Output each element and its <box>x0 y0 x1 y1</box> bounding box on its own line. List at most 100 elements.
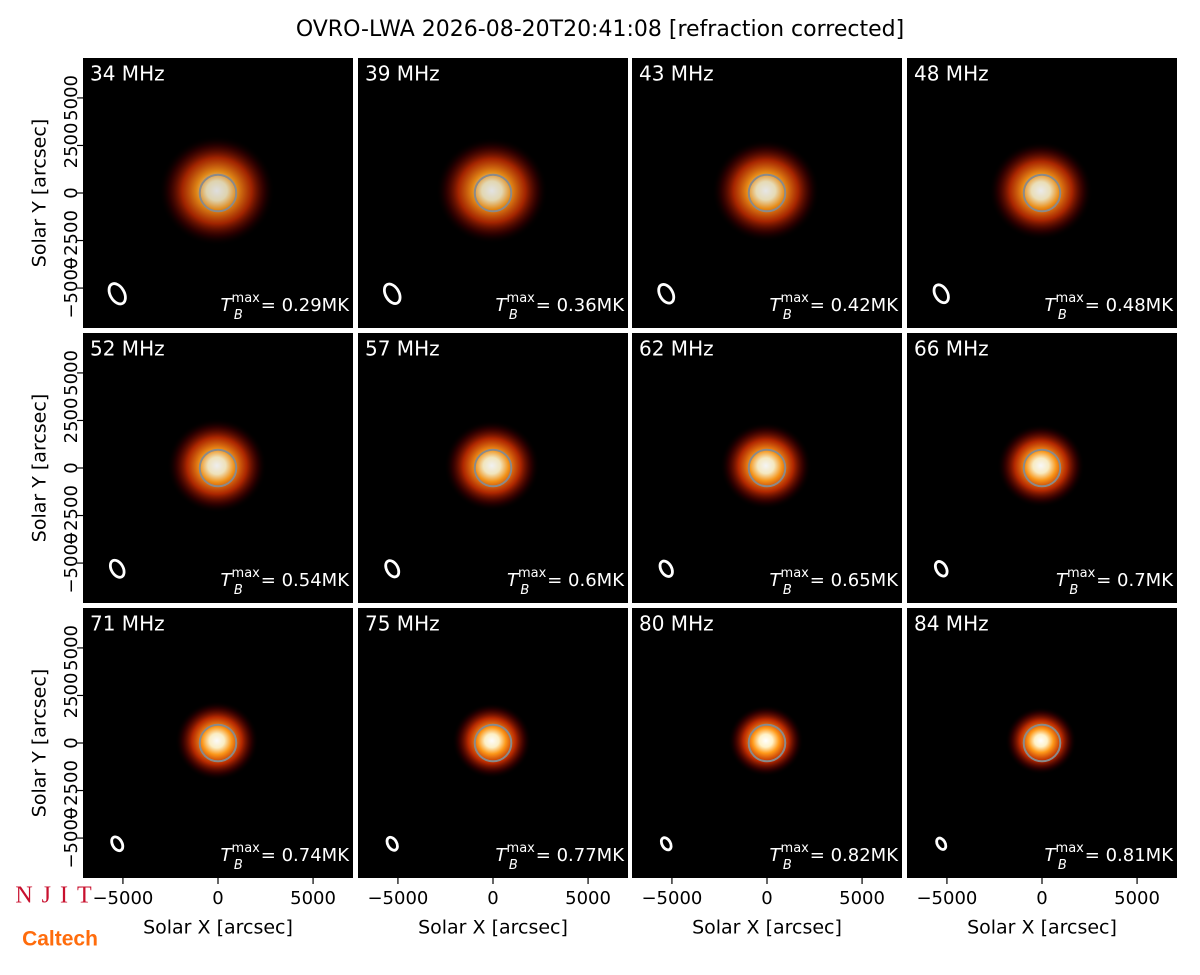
beam <box>659 836 673 852</box>
tmax-sup: max <box>1056 841 1085 856</box>
x-tick-label: −5000 <box>641 888 702 909</box>
x-tick-label: 5000 <box>1114 888 1160 909</box>
tmax-sup: max <box>781 566 810 581</box>
tmax-sup: max <box>1067 566 1096 581</box>
solar-disk <box>198 173 238 213</box>
tmax-symbol: T <box>496 295 509 316</box>
emission-blob <box>1005 706 1077 775</box>
tmax-symbol: T <box>1045 295 1058 316</box>
y-tick-label: 0 <box>61 737 82 748</box>
y-axis-label: Solar Y [arcsec] <box>29 669 51 817</box>
emission-blob <box>444 420 540 512</box>
x-tick-label: 0 <box>212 888 223 909</box>
panel: 71 MHz Tmax B = 0.74MK <box>83 608 353 878</box>
y-tick-label: 0 <box>61 187 82 198</box>
tmax-value: = 0.74MK <box>261 845 350 866</box>
panel: 39 MHz Tmax B = 0.36MK <box>358 58 628 328</box>
frequency-label: 75 MHz <box>365 612 440 636</box>
tmax-label: Tmax B = 0.74MK <box>221 841 351 873</box>
solar-disk <box>1022 448 1062 488</box>
tmax-label: Tmax B = 0.81MK <box>1045 841 1175 873</box>
y-tick-label: 0 <box>61 462 82 473</box>
njit-logo: NJIT <box>15 883 100 909</box>
panel: 43 MHz Tmax B = 0.42MK <box>632 58 902 328</box>
tmax-sup: max <box>232 566 261 581</box>
beam <box>657 283 676 305</box>
tmax-sub: B <box>783 308 792 323</box>
tmax-sup: max <box>232 291 261 306</box>
tmax-sub: B <box>509 308 518 323</box>
tmax-value: = 0.42MK <box>810 295 899 316</box>
x-tick-label: −5000 <box>916 888 977 909</box>
tmax-symbol: T <box>770 845 783 866</box>
frequency-label: 52 MHz <box>90 337 165 361</box>
x-tick-label: −5000 <box>92 888 153 909</box>
tmax-sub: B <box>1058 858 1067 873</box>
panel: 75 MHz Tmax B = 0.77MK <box>358 608 628 878</box>
beam <box>382 282 402 305</box>
x-tick-label: 5000 <box>290 888 336 909</box>
tmax-sub: B <box>234 583 243 598</box>
x-axis-label: Solar X [arcsec] <box>967 917 1117 939</box>
panel: 66 MHz Tmax B = 0.7MK <box>907 333 1177 603</box>
x-axis-label: Solar X [arcsec] <box>692 917 842 939</box>
tmax-label: Tmax B = 0.48MK <box>1045 291 1175 323</box>
x-tick-label: 0 <box>487 888 498 909</box>
tmax-label: Tmax B = 0.82MK <box>770 841 900 873</box>
tmax-value: = 0.81MK <box>1085 845 1174 866</box>
tmax-symbol: T <box>221 570 234 591</box>
beam <box>658 559 674 578</box>
solar-disk <box>473 448 513 488</box>
tmax-sub: B <box>783 858 792 873</box>
beam <box>933 560 949 578</box>
emission-blob <box>997 424 1085 508</box>
tmax-symbol: T <box>507 570 520 591</box>
solar-disk <box>1022 723 1062 763</box>
caltech-logo: Caltech <box>22 928 98 951</box>
y-tick-label: −2500 <box>61 485 82 546</box>
tmax-sup: max <box>507 291 536 306</box>
x-tick-label: 5000 <box>565 888 611 909</box>
tmax-label: Tmax B = 0.42MK <box>770 291 900 323</box>
emission-blob <box>988 141 1093 241</box>
y-tick-label: 2500 <box>61 398 82 444</box>
frequency-label: 71 MHz <box>90 612 165 636</box>
emission-blob <box>166 418 267 514</box>
frequency-label: 84 MHz <box>914 612 989 636</box>
tmax-sup: max <box>781 291 810 306</box>
emission-blob <box>720 422 812 510</box>
tmax-value: = 0.82MK <box>810 845 899 866</box>
y-tick-label: −5000 <box>61 258 82 319</box>
y-tick-label: 5000 <box>61 625 82 671</box>
tmax-value: = 0.48MK <box>1085 295 1174 316</box>
tmax-value: = 0.54MK <box>261 570 350 591</box>
solar-disk <box>747 723 787 763</box>
panel: 48 MHz Tmax B = 0.48MK <box>907 58 1177 328</box>
x-axis-label: Solar X [arcsec] <box>418 917 568 939</box>
y-tick-label: 5000 <box>61 350 82 396</box>
x-tick-label: −5000 <box>367 888 428 909</box>
panel: 57 MHz Tmax B = 0.6MK <box>358 333 628 603</box>
tmax-label: Tmax B = 0.65MK <box>770 566 900 598</box>
beam <box>108 558 126 579</box>
tmax-label: Tmax B = 0.29MK <box>221 291 351 323</box>
panel: 62 MHz Tmax B = 0.65MK <box>632 333 902 603</box>
y-axis-label: Solar Y [arcsec] <box>29 119 51 267</box>
beam <box>384 559 401 579</box>
frequency-label: 48 MHz <box>914 62 989 86</box>
tmax-symbol: T <box>770 295 783 316</box>
tmax-sub: B <box>783 583 792 598</box>
tmax-symbol: T <box>1045 845 1058 866</box>
beam <box>107 282 127 306</box>
tmax-value: = 0.6MK <box>547 570 625 591</box>
panel: 84 MHz Tmax B = 0.81MK <box>907 608 1177 878</box>
tmax-sup: max <box>507 841 536 856</box>
y-tick-label: 5000 <box>61 75 82 121</box>
y-tick-label: −5000 <box>61 808 82 869</box>
tmax-label: Tmax B = 0.36MK <box>496 291 626 323</box>
tmax-sub: B <box>509 858 518 873</box>
tmax-sub: B <box>234 308 243 323</box>
tmax-sup: max <box>518 566 547 581</box>
x-tick-label: 0 <box>1036 888 1047 909</box>
